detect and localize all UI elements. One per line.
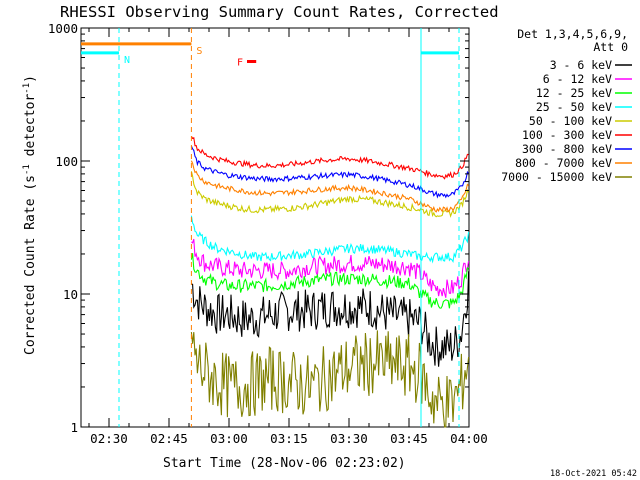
- x-tick-label-0345: 03:45: [390, 431, 428, 446]
- series-line-50-100-kev: [190, 171, 470, 218]
- y-tick-label-10: 10: [63, 287, 78, 302]
- x-tick-label-0315: 03:15: [270, 431, 308, 446]
- flag-label-f: F: [237, 57, 243, 68]
- flag-layer: N S F: [81, 42, 459, 68]
- y-tick-label-1: 1: [70, 420, 78, 435]
- flag-label-n: N: [124, 55, 130, 66]
- y-tick-label-100: 100: [55, 154, 78, 169]
- x-tick-label-0400: 04:00: [450, 431, 488, 446]
- x-tick-label-0330: 03:30: [330, 431, 368, 446]
- legend-header-line-1: Det 1,3,4,5,6,9,: [517, 27, 628, 41]
- chart-title: RHESSI Observing Summary Count Rates, Co…: [60, 3, 499, 21]
- legend-label-50-100-kev: 50 - 100 keV: [529, 114, 612, 128]
- legend-header-line-2: Att 0: [593, 40, 628, 54]
- plot-area: N S F: [80, 27, 470, 428]
- flag-label-s: S: [196, 46, 202, 57]
- series-line-6-12-kev: [191, 238, 470, 298]
- marker-layer: [118, 28, 460, 427]
- x-tick-label-0230: 02:30: [90, 431, 128, 446]
- y-tick-label-1000: 1000: [48, 21, 78, 36]
- legend-label-100-300-kev: 100 - 300 keV: [522, 128, 612, 142]
- series-line-3-6-kev: [191, 271, 470, 367]
- series-line-800-7000-kev: [190, 160, 469, 213]
- series-line-25-50-kev: [190, 215, 470, 264]
- x-axis: 02:30 02:45 03:00 03:15 03:30 03:45 04:00: [88, 28, 488, 446]
- legend-label-25-50-kev: 25 - 50 keV: [536, 100, 612, 114]
- legend-label-300-800-kev: 300 - 800 keV: [522, 142, 612, 156]
- series-line-100-300-kev: [190, 136, 469, 180]
- legend-label-3-6-kev: 3 - 6 keV: [550, 58, 612, 72]
- legend-label-6-12-kev: 6 - 12 keV: [543, 72, 612, 86]
- legend-label-7000-15000-kev: 7000 - 15000 keV: [501, 170, 612, 184]
- plot-frame: [80, 27, 470, 428]
- legend-label-800-7000-kev: 800 - 7000 keV: [515, 156, 612, 170]
- series-layer: [190, 136, 470, 428]
- legend-label-12-25-kev: 12 - 25 keV: [536, 86, 612, 100]
- x-tick-label-0300: 03:00: [210, 431, 248, 446]
- series-line-300-800-kev: [190, 145, 470, 199]
- x-tick-label-0245: 02:45: [150, 431, 188, 446]
- y-axis: 1 10 100 1000: [48, 21, 469, 435]
- series-line-7000-15000-kev: [190, 330, 470, 428]
- series-line-12-25-kev: [190, 253, 469, 309]
- y-axis-title: Corrected Count Rate (s-1 detector-1): [22, 75, 38, 355]
- x-axis-title: Start Time (28-Nov-06 02:23:02): [163, 456, 406, 471]
- generated-timestamp: 18-Oct-2021 05:42: [550, 469, 637, 479]
